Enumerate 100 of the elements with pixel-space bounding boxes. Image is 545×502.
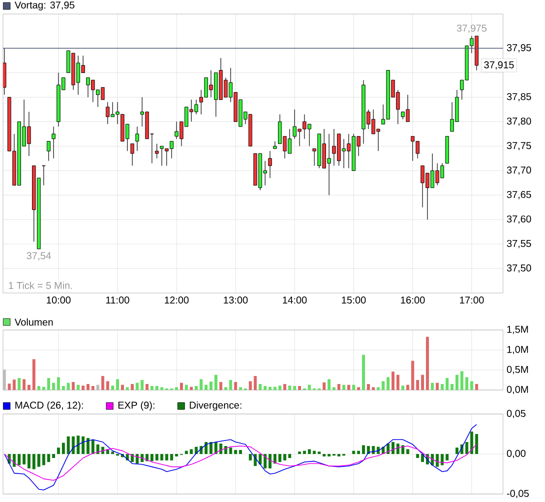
bar — [239, 387, 242, 390]
bar — [229, 448, 232, 454]
bar — [234, 382, 238, 390]
line-series — [4, 424, 478, 490]
bar — [96, 384, 100, 390]
bar — [3, 370, 6, 390]
bar — [258, 384, 262, 390]
bar — [382, 381, 385, 390]
bar — [248, 454, 252, 460]
bar — [229, 380, 232, 390]
candlestick — [130, 143, 134, 166]
bar — [155, 454, 158, 460]
bar — [401, 386, 404, 390]
bar — [248, 381, 252, 390]
y-tick-label: 37,65 — [506, 190, 532, 200]
bar — [52, 454, 56, 458]
bar — [155, 386, 158, 390]
bar — [416, 454, 420, 458]
legend-label: Divergence: — [190, 401, 242, 411]
candlestick — [46, 140, 51, 162]
bar — [62, 386, 65, 390]
bar — [460, 371, 464, 390]
bar — [396, 444, 400, 454]
x-tick-label: 17:00 — [460, 296, 484, 304]
y-tick-label: 1,0M — [507, 346, 528, 354]
bar — [224, 387, 228, 390]
bar — [436, 382, 439, 390]
bar — [366, 384, 370, 390]
x-tick-label: 15:00 — [342, 296, 366, 304]
bar — [293, 386, 296, 390]
bar — [210, 442, 212, 454]
bar — [234, 450, 238, 454]
bar — [278, 454, 282, 462]
bar — [57, 377, 60, 390]
bar — [298, 452, 302, 454]
bar — [430, 382, 434, 390]
legend-label: Volumen — [14, 318, 53, 326]
legend-label: EXP (9): — [118, 401, 154, 411]
x-tick-label: 12:00 — [164, 296, 189, 304]
candlestick — [155, 143, 159, 159]
bar — [37, 454, 40, 467]
x-tick-label: 11:00 — [106, 296, 130, 304]
bar — [411, 360, 414, 390]
bar — [332, 387, 336, 390]
bar — [140, 380, 144, 390]
x-tick-label: 13:00 — [224, 296, 248, 304]
annotation: 37,915 — [484, 61, 514, 70]
bar — [214, 374, 218, 390]
bar — [362, 354, 365, 390]
bar — [362, 445, 365, 454]
y-tick-label: 0,00 — [506, 450, 526, 458]
bar — [396, 374, 400, 390]
y-tick-label: 37,75 — [506, 142, 532, 150]
bar — [278, 386, 282, 390]
legend-label: Vortag: 37,95 — [14, 1, 74, 11]
bar — [175, 387, 178, 390]
bar — [273, 454, 276, 464]
candlestick — [273, 140, 277, 149]
bar — [268, 386, 272, 390]
bar — [111, 452, 114, 454]
y-tick-label: 37,55 — [506, 240, 532, 248]
bar — [273, 386, 276, 390]
bar — [91, 386, 94, 390]
bar — [52, 382, 56, 390]
bar — [62, 442, 65, 454]
bar — [426, 336, 429, 390]
y-tick-label: 37,85 — [506, 93, 532, 102]
bar — [86, 438, 90, 454]
line-series — [4, 444, 478, 481]
y-tick-label: 37,80 — [506, 118, 532, 126]
bar — [28, 384, 30, 390]
bar — [82, 436, 85, 454]
bar — [386, 377, 390, 390]
y-tick-label: 0,5M — [506, 366, 528, 374]
bar — [180, 382, 183, 390]
x-tick-label: 14:00 — [282, 296, 307, 304]
bar — [440, 384, 444, 390]
bar — [190, 386, 193, 390]
bar — [475, 434, 478, 454]
y-tick-label: 37,50 — [506, 264, 532, 273]
bar — [219, 444, 222, 454]
y-tick-label: 37,70 — [506, 166, 532, 175]
bar — [446, 454, 449, 460]
bar — [352, 384, 356, 390]
candlestick — [135, 126, 140, 152]
bar — [219, 382, 222, 390]
bar — [82, 386, 85, 390]
bar — [446, 378, 449, 390]
bar — [392, 372, 394, 390]
bar — [130, 384, 134, 390]
bar — [18, 378, 21, 390]
bar — [37, 386, 40, 390]
bar — [22, 454, 26, 464]
bar — [264, 386, 267, 390]
bar — [146, 384, 149, 390]
bar — [401, 445, 404, 454]
y-tick-label: 1,5M — [507, 326, 528, 334]
bar — [392, 442, 394, 454]
bar — [376, 387, 380, 390]
x-tick-label: 16:00 — [400, 296, 425, 304]
